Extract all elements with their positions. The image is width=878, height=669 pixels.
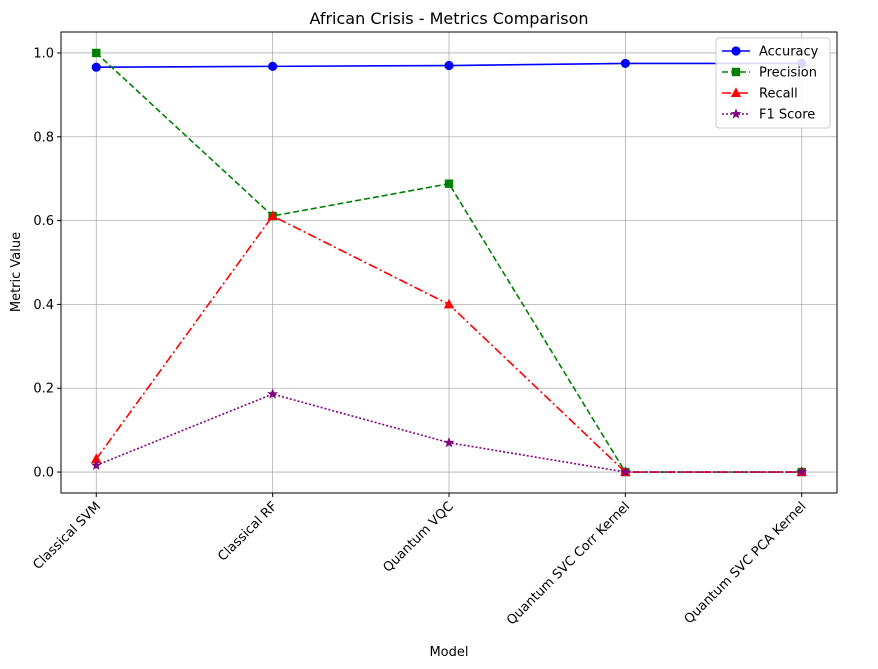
x-tick-label: Classical RF: [215, 499, 280, 564]
legend-label: Recall: [759, 87, 798, 102]
y-tick-label: 0.8: [33, 130, 54, 145]
y-tick-label: 1.0: [33, 46, 54, 61]
data-point-marker: [796, 466, 808, 477]
data-point-marker: [268, 61, 278, 71]
data-point-marker: [730, 87, 742, 97]
data-point-marker: [91, 62, 101, 72]
series-accuracy: [91, 58, 807, 72]
data-point-marker: [620, 58, 630, 69]
data-point-marker: [731, 46, 741, 56]
series-group: [90, 48, 808, 477]
x-axis-label: Model: [429, 645, 468, 660]
series-f1-score: [90, 388, 808, 477]
legend-label: Precision: [759, 66, 817, 81]
data-point-marker: [443, 298, 455, 309]
data-point-marker: [443, 436, 455, 448]
data-point-marker: [730, 108, 742, 119]
x-tick-label: Quantum SVC PCA Kernel: [682, 499, 810, 627]
legend-label: F1 Score: [759, 108, 815, 123]
data-point-marker: [444, 179, 454, 188]
legend-box: [715, 37, 831, 129]
y-axis-ticks: 0.0 0.2 0.4 0.6 0.8 1.0: [33, 46, 61, 481]
data-point-marker: [90, 459, 102, 471]
x-tick-label: Classical SVM: [31, 499, 105, 573]
legend-label: Accuracy: [759, 45, 819, 60]
data-point-marker: [444, 60, 454, 71]
y-tick-label: 0.2: [33, 382, 54, 397]
data-point-marker: [267, 388, 279, 399]
chart-title: African Crisis - Metrics Comparison: [309, 9, 588, 28]
x-tick-label: Quantum VQC: [380, 499, 456, 575]
y-tick-label: 0.6: [33, 214, 54, 229]
x-tick-label: Quantum SVC Corr Kernel: [504, 499, 633, 628]
plot-frame: [60, 31, 838, 494]
x-axis-ticks: Classical SVM Classical RF Quantum VQC Quan…: [31, 493, 810, 628]
y-tick-label: 0.0: [33, 466, 54, 481]
y-tick-label: 0.4: [33, 298, 54, 313]
data-point-marker: [92, 48, 101, 58]
legend: Accuracy Precision Recall F1 Score: [715, 37, 831, 129]
data-point-marker: [267, 210, 278, 220]
data-point-marker: [731, 67, 741, 77]
data-point-marker: [619, 466, 631, 477]
y-axis-label: Metric Value: [9, 232, 24, 312]
